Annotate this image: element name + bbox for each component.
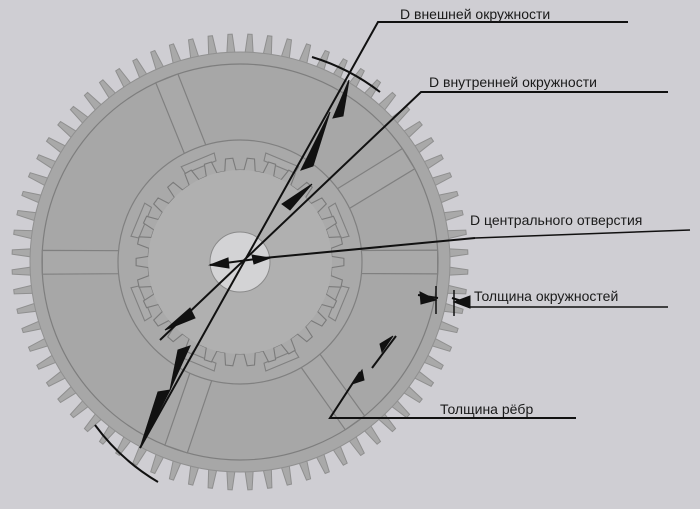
outer-diameter-arc-top [311,56,381,93]
arrow-outer-up-1 [332,79,350,119]
inner-diameter-label: D внутренней окружности [429,74,597,90]
arrow-rib-2 [350,368,365,385]
outer-diameter-leader [139,21,628,449]
center-hole-label: D центрального отверстия [470,212,643,228]
rib-thickness-leader-b [328,371,576,419]
arrow-inner-up-1 [281,183,313,211]
outer-diameter-label: D внешней окружности [400,6,551,22]
arrow-rim-2 [452,295,471,309]
arrow-rim-1 [419,291,438,305]
spoke-rib [358,249,439,275]
arrow-outer-down-1 [139,389,171,449]
arrow-center-left [208,257,230,269]
spoke-rib [41,249,122,275]
center-hole-tail [474,229,691,239]
outer-diameter-arc-bottom [94,424,159,483]
arrow-inner-down-1 [164,307,196,331]
rim-thickness-label: Толщина окружностей [474,288,619,304]
arrow-rib-1 [379,335,394,354]
arrow-outer-down-2 [169,345,191,391]
arrow-center-right [251,254,272,265]
inner-diameter-leader [159,91,668,341]
rib-thickness-leader-a [371,335,397,369]
arrowheads [139,79,471,449]
rib-thickness-label: Толщина рёбр [440,401,534,417]
arrow-outer-up-2 [300,111,331,171]
